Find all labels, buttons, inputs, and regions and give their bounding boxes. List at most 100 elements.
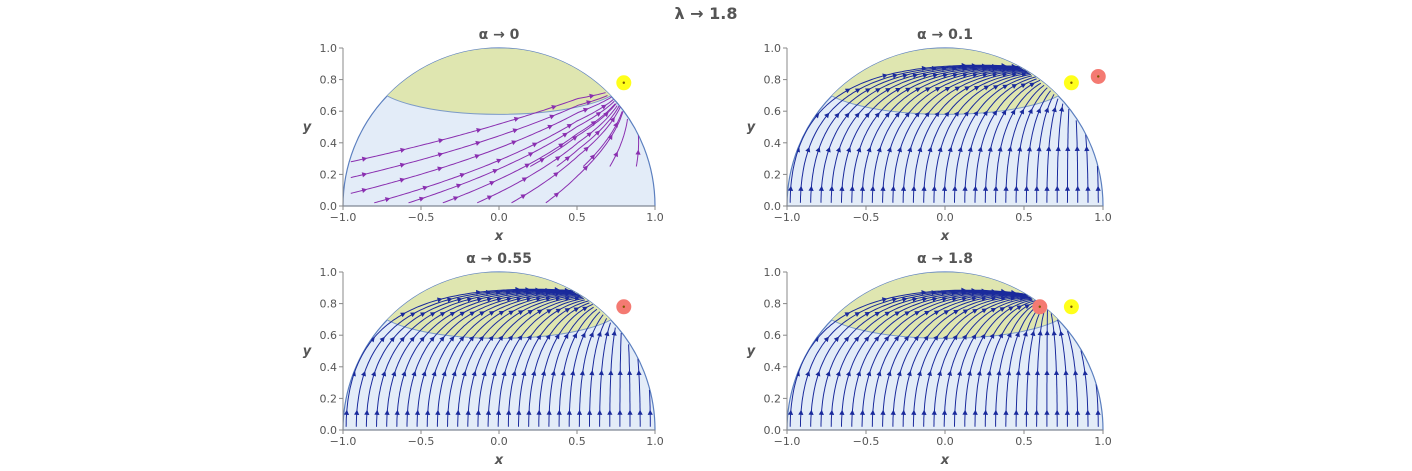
stream-arrow xyxy=(973,110,979,117)
streamline xyxy=(892,294,1027,427)
stream-arrow xyxy=(481,370,487,377)
y-tick-label: 0.6 xyxy=(320,329,338,342)
y-tick-label: 0.4 xyxy=(320,361,338,374)
stream-arrow xyxy=(952,334,958,341)
stream-arrow xyxy=(980,333,986,340)
y-tick-label: 0.4 xyxy=(320,137,338,150)
stream-arrow xyxy=(972,309,978,314)
stream-arrow xyxy=(506,409,512,415)
stream-arrow xyxy=(1046,146,1052,152)
stream-arrow xyxy=(1022,331,1028,337)
streamline xyxy=(1015,305,1041,427)
stream-arrow xyxy=(531,370,537,376)
stream-arrow xyxy=(912,296,918,303)
stream-arrow xyxy=(456,297,463,303)
stream-arrow xyxy=(586,132,592,138)
stream-arrow xyxy=(495,409,502,415)
stream-arrow xyxy=(545,334,551,340)
stream-arrow xyxy=(921,185,927,191)
stream-arrow xyxy=(409,336,415,343)
stream-arrow xyxy=(474,154,481,160)
stream-arrow xyxy=(999,307,1006,312)
y-tick-label: 0.2 xyxy=(320,168,338,181)
x-tick-label: −0.5 xyxy=(853,435,880,448)
stream-arrow xyxy=(925,87,931,93)
stream-arrow xyxy=(944,111,950,117)
streamline xyxy=(902,70,1027,203)
y-tick-label: 0.4 xyxy=(764,361,782,374)
stream-arrow xyxy=(489,181,495,186)
stream-arrow xyxy=(560,370,566,376)
x-tick-label: 0.0 xyxy=(936,211,954,224)
x-axis-label: x xyxy=(494,453,504,468)
stream-arrow xyxy=(884,112,890,118)
stream-arrow xyxy=(962,185,968,191)
streamline xyxy=(545,111,624,204)
stream-arrow xyxy=(511,140,517,146)
stream-arrow xyxy=(904,311,911,317)
stream-arrow xyxy=(992,110,998,116)
stream-arrow xyxy=(902,297,908,303)
stream-arrow xyxy=(554,333,560,340)
stream-arrow xyxy=(1085,185,1091,191)
stream-arrow xyxy=(518,310,524,316)
stream-arrow xyxy=(563,333,569,339)
streamline xyxy=(851,67,1022,203)
stream-arrow xyxy=(931,185,937,191)
stream-arrow xyxy=(956,370,963,376)
stream-arrow xyxy=(508,310,515,316)
stream-arrow xyxy=(947,146,953,153)
stream-arrow xyxy=(384,409,390,415)
stream-arrow xyxy=(824,112,830,119)
stream-arrow xyxy=(1006,332,1012,338)
streamline xyxy=(892,69,1025,203)
stream-arrow xyxy=(1095,185,1101,191)
stream-arrow xyxy=(539,158,545,163)
stream-arrow xyxy=(870,409,876,415)
stream-arrow xyxy=(876,370,882,377)
stream-arrow xyxy=(419,336,425,342)
stream-arrow xyxy=(1063,369,1069,376)
stream-arrow xyxy=(823,336,829,343)
x-tick-label: 1.0 xyxy=(646,211,664,224)
stream-arrow xyxy=(1023,185,1030,191)
stream-arrow xyxy=(896,370,902,377)
stream-arrow xyxy=(982,110,988,117)
stream-arrow xyxy=(986,370,992,376)
stream-arrow xyxy=(829,409,835,415)
stream-arrow xyxy=(437,152,444,158)
stream-arrow xyxy=(400,312,406,318)
stream-arrow xyxy=(1015,370,1021,376)
stream-arrow xyxy=(808,409,814,415)
stream-arrow xyxy=(891,297,898,303)
stream-arrow xyxy=(859,185,866,191)
stream-arrow xyxy=(572,332,577,339)
x-tick-label: −1.0 xyxy=(330,211,357,224)
stream-arrow xyxy=(805,370,811,377)
stream-arrow xyxy=(906,370,912,377)
stream-arrow xyxy=(361,156,368,162)
streamline xyxy=(1005,303,1040,427)
streamline xyxy=(467,294,581,427)
stream-arrow xyxy=(993,85,999,90)
stream-arrow xyxy=(839,409,845,415)
stream-arrow xyxy=(1053,369,1060,376)
stream-arrow xyxy=(962,334,967,340)
x-tick-label: 0.5 xyxy=(568,211,586,224)
stream-arrow xyxy=(907,146,913,153)
stream-arrow xyxy=(588,331,594,338)
stream-arrow xyxy=(546,309,552,314)
stream-arrow xyxy=(452,196,459,202)
stream-arrow xyxy=(864,112,870,118)
stream-arrow xyxy=(496,158,502,164)
y-tick-label: 0.6 xyxy=(320,105,338,118)
stream-arrow xyxy=(422,185,429,191)
stream-arrow xyxy=(944,86,951,92)
stream-arrow xyxy=(934,111,940,118)
stream-arrow xyxy=(566,123,573,129)
stream-arrow xyxy=(555,308,562,314)
stream-arrow xyxy=(617,369,623,375)
y-tick-label: 0.4 xyxy=(764,137,782,150)
stream-arrow xyxy=(915,87,921,93)
